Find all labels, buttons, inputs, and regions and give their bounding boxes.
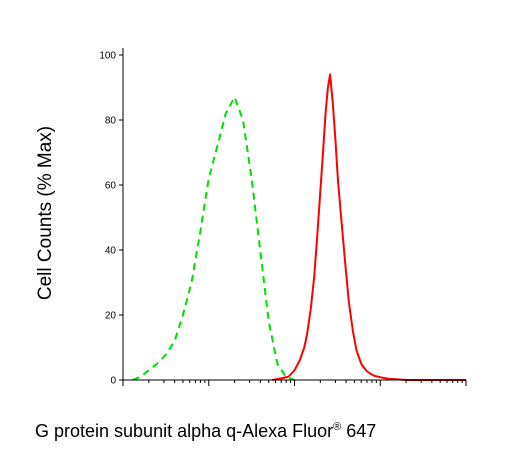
series-line-2 — [272, 73, 466, 381]
y-axis-label: Cell Counts (% Max) — [35, 126, 56, 300]
y-tick-label: 100 — [99, 51, 116, 62]
y-ticks: 0 20 40 60 80 100 — [99, 51, 123, 387]
y-tick-label: 40 — [105, 246, 117, 257]
x-axis-label-main: G protein subunit alpha q-Alexa Fluor — [35, 421, 333, 441]
y-tick-label: 20 — [105, 311, 117, 322]
x-axis-label-suffix: 647 — [341, 421, 376, 441]
x-ticks — [122, 380, 467, 386]
registered-mark: ® — [333, 421, 341, 433]
y-tick-label: 80 — [105, 116, 117, 127]
series-line-1 — [132, 96, 295, 381]
plot-area — [132, 73, 466, 381]
x-axis-label: G protein subunit alpha q-Alexa Fluor® 6… — [35, 421, 376, 441]
y-tick-label: 60 — [105, 181, 117, 192]
y-tick-label: 0 — [110, 376, 116, 387]
